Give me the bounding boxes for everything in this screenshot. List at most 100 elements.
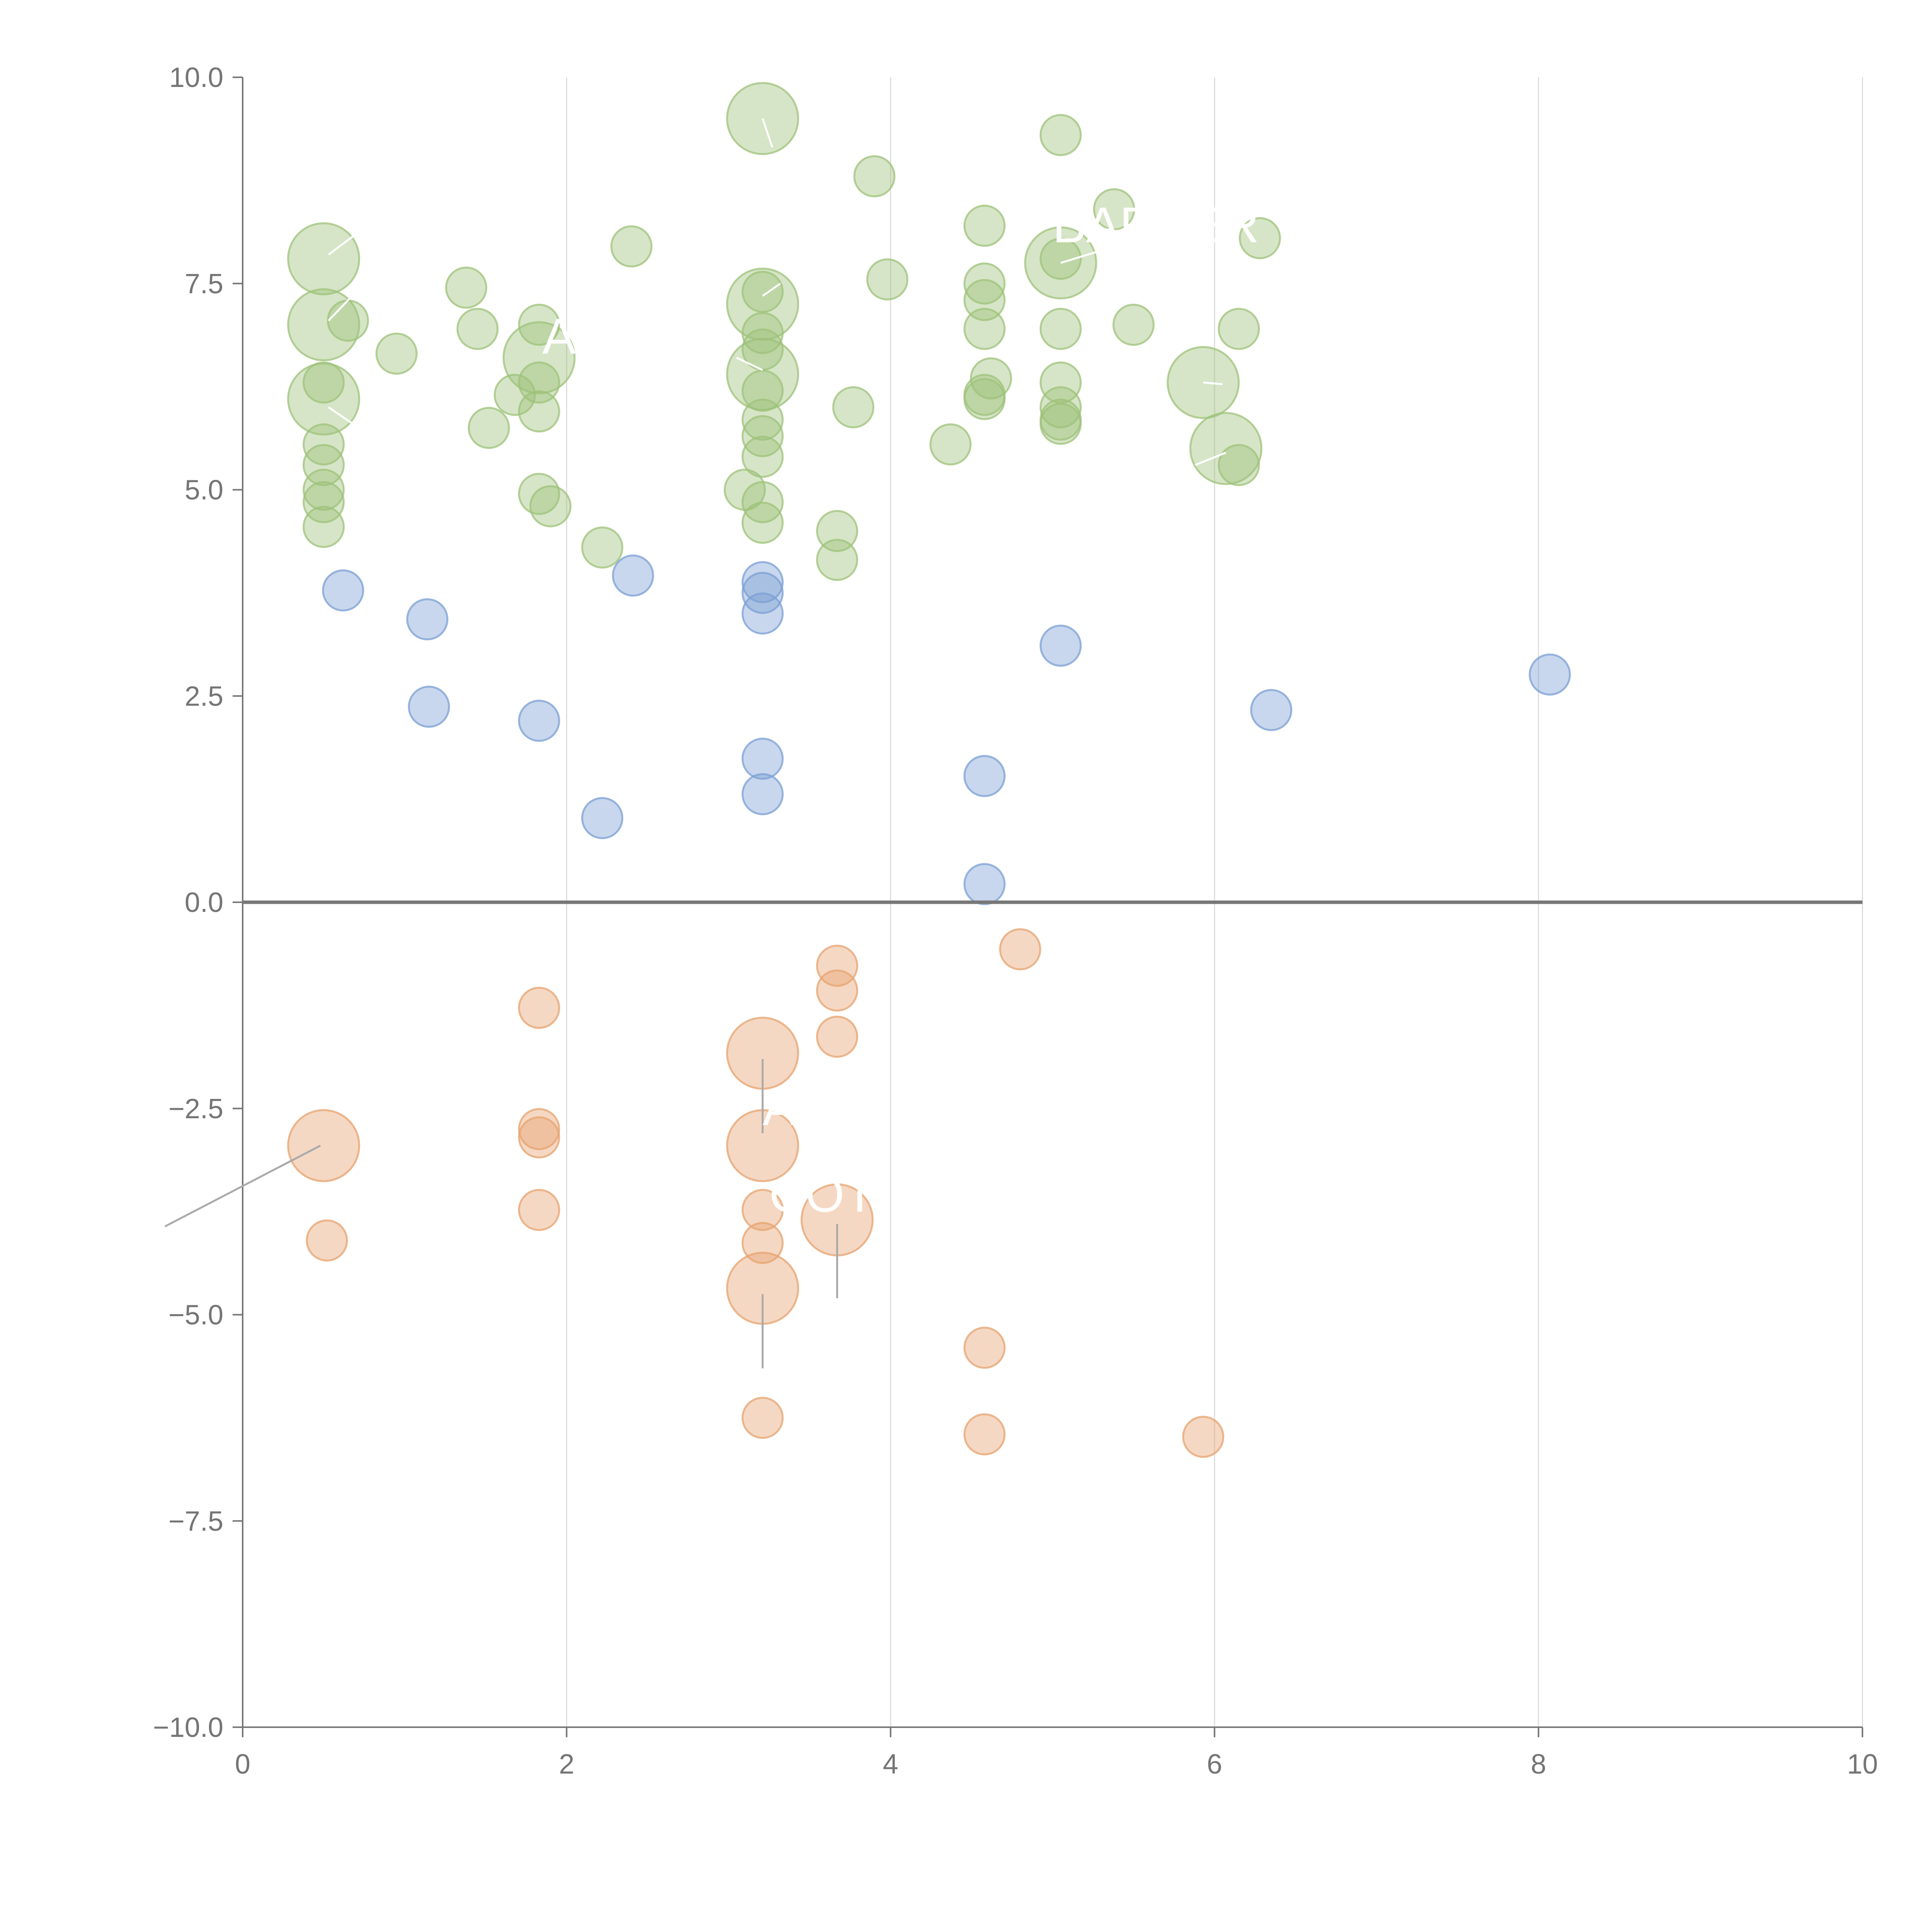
axes: 10.0 7.5 5.0 2.5 0.0 −2.5 −5.0 −7.5 −10.0 0 2 4 6 8 10 bbox=[153, 62, 1878, 1780]
x-tick-label: 4 bbox=[883, 1749, 898, 1780]
green-bubble bbox=[610, 225, 653, 268]
green-bubble bbox=[303, 361, 345, 404]
orange-bubble bbox=[1182, 1415, 1225, 1458]
blue-bubble bbox=[581, 797, 624, 839]
orange-bubble bbox=[518, 1116, 560, 1158]
blue-bubble bbox=[742, 592, 784, 635]
label-leader-line bbox=[328, 291, 357, 321]
green-bubble bbox=[518, 304, 560, 346]
blue-bubble bbox=[742, 561, 784, 604]
green-bubble bbox=[816, 539, 858, 581]
green-bubble bbox=[724, 469, 766, 511]
green-bubble bbox=[375, 332, 418, 375]
orange-bubble bbox=[306, 1219, 348, 1262]
x-tick-label: 6 bbox=[1207, 1749, 1222, 1780]
green-bubble bbox=[1112, 304, 1155, 346]
label-leader-line bbox=[762, 118, 774, 148]
green-bubble bbox=[1218, 308, 1260, 350]
blue-bubble bbox=[612, 554, 654, 597]
green-bubble bbox=[866, 258, 908, 301]
green-bubble bbox=[1093, 188, 1135, 231]
green-bubble bbox=[303, 506, 345, 548]
y-tick-label: −10.0 bbox=[153, 1712, 223, 1743]
y-tick-label: 2.5 bbox=[185, 681, 223, 712]
green-bubble bbox=[445, 266, 487, 309]
y-tick-label: −2.5 bbox=[168, 1094, 223, 1124]
green-bubble bbox=[963, 308, 1006, 350]
annotations: BARBER A A COT bbox=[543, 197, 1259, 1223]
green-bubble bbox=[742, 435, 784, 478]
orange-bubble bbox=[287, 1109, 361, 1182]
green-bubble bbox=[963, 378, 1006, 420]
label-leader-line bbox=[328, 233, 357, 256]
green-bubble bbox=[963, 279, 1006, 321]
orange-bubble bbox=[518, 986, 560, 1029]
green-bubble bbox=[493, 374, 536, 416]
blue-bubble bbox=[518, 699, 560, 742]
green-bubble bbox=[518, 473, 560, 515]
green-bubble bbox=[1218, 444, 1260, 486]
green-bubble bbox=[1239, 217, 1281, 259]
blue-bubble bbox=[1250, 689, 1293, 731]
green-bubble bbox=[742, 502, 784, 544]
x-tick-label: 10 bbox=[1847, 1749, 1878, 1780]
y-tick-label: 7.5 bbox=[185, 269, 223, 299]
label-leader-line bbox=[1194, 452, 1226, 466]
x-tick-label: 0 bbox=[235, 1749, 250, 1780]
y-tick-label: 5.0 bbox=[185, 475, 223, 506]
green-bubble bbox=[1039, 238, 1082, 280]
green-bubble bbox=[529, 485, 571, 527]
bubble-annotation-label: COT bbox=[769, 1166, 875, 1223]
green-bubble bbox=[816, 510, 858, 552]
y-tick-label: −7.5 bbox=[168, 1506, 223, 1537]
blue-bubble bbox=[742, 773, 784, 815]
green-bubble bbox=[1039, 308, 1082, 350]
x-tick-label: 2 bbox=[559, 1749, 574, 1780]
green-bubble bbox=[726, 338, 799, 411]
blue-bubble bbox=[406, 598, 449, 641]
label-leader-line bbox=[1203, 381, 1223, 385]
green-bubble bbox=[929, 423, 972, 466]
orange-bubble bbox=[963, 1413, 1006, 1456]
green-bubble bbox=[1039, 361, 1082, 404]
green-bubble bbox=[327, 299, 369, 342]
green-bubble bbox=[581, 526, 624, 569]
orange-bubble bbox=[816, 1015, 858, 1058]
label-leader-line bbox=[762, 282, 781, 297]
green-bubble bbox=[303, 469, 345, 511]
orange-bubble bbox=[963, 1327, 1006, 1369]
green-bubble bbox=[963, 262, 1006, 305]
blue-bubble bbox=[963, 755, 1006, 797]
bubbles bbox=[287, 82, 1571, 1458]
label-leader-line bbox=[164, 1145, 321, 1228]
blue-bubble bbox=[742, 738, 784, 780]
green-bubble bbox=[963, 204, 1006, 247]
green-bubble bbox=[456, 308, 499, 350]
green-bubble bbox=[742, 398, 784, 441]
y-tick-label: 10.0 bbox=[169, 62, 223, 93]
green-bubble bbox=[287, 222, 361, 296]
green-bubble bbox=[853, 155, 896, 197]
green-bubble bbox=[742, 270, 784, 313]
orange-bubble bbox=[816, 969, 858, 1012]
green-bubble bbox=[303, 444, 345, 486]
blue-bubble bbox=[322, 569, 364, 612]
orange-bubble bbox=[816, 944, 858, 987]
bubble-annotation-label: BARBER bbox=[1053, 197, 1259, 253]
green-bubble bbox=[518, 361, 560, 404]
green-bubble bbox=[742, 312, 784, 354]
orange-bubble bbox=[518, 1189, 560, 1231]
green-bubble bbox=[518, 390, 560, 433]
blue-bubble bbox=[963, 863, 1006, 905]
green-bubble bbox=[502, 321, 576, 395]
green-bubble bbox=[832, 386, 874, 429]
y-tick-label: −5.0 bbox=[168, 1300, 223, 1331]
orange-bubble bbox=[999, 928, 1041, 971]
green-bubble bbox=[303, 481, 345, 524]
blue-bubble bbox=[1529, 653, 1571, 696]
green-bubble bbox=[1039, 114, 1082, 156]
blue-bubble bbox=[408, 685, 450, 728]
blue-bubble bbox=[1039, 624, 1082, 667]
label-leader-line bbox=[736, 357, 763, 371]
